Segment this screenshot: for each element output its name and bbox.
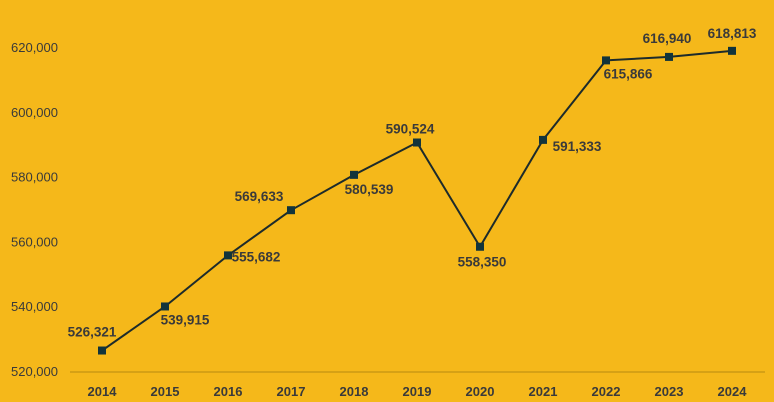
series-line bbox=[98, 46, 736, 355]
data-label: 569,633 bbox=[235, 189, 284, 204]
series-line-path bbox=[101, 49, 733, 352]
data-label: 555,682 bbox=[232, 249, 281, 264]
data-label: 618,813 bbox=[708, 26, 757, 41]
data-point-marker bbox=[602, 56, 610, 65]
data-point-marker bbox=[224, 251, 232, 260]
y-tick-label: 620,000 bbox=[11, 40, 58, 55]
data-point-marker bbox=[539, 135, 547, 144]
data-label: 526,321 bbox=[68, 325, 117, 340]
x-tick-label: 2021 bbox=[529, 384, 558, 399]
data-labels: 526,321 539,915 555,682 569,633 580,539 590,5… bbox=[68, 26, 757, 340]
data-point-marker bbox=[98, 346, 106, 355]
data-label: 558,350 bbox=[458, 255, 507, 270]
data-point-marker bbox=[287, 206, 295, 215]
data-label: 591,333 bbox=[553, 139, 602, 154]
data-point-marker bbox=[413, 138, 421, 147]
y-tick-label: 560,000 bbox=[11, 234, 58, 249]
data-label: 616,940 bbox=[643, 31, 692, 46]
x-tick-label: 2019 bbox=[403, 384, 432, 399]
y-tick-label: 540,000 bbox=[11, 299, 58, 314]
data-point-marker bbox=[476, 242, 484, 251]
data-label: 590,524 bbox=[386, 122, 435, 137]
x-tick-label: 2020 bbox=[466, 384, 495, 399]
data-point-marker bbox=[350, 170, 358, 179]
x-tick-label: 2017 bbox=[277, 384, 306, 399]
y-tick-label: 580,000 bbox=[11, 170, 58, 185]
x-tick-label: 2023 bbox=[655, 384, 684, 399]
y-tick-label: 600,000 bbox=[11, 105, 58, 120]
x-tick-label: 2015 bbox=[151, 384, 180, 399]
x-axis: 2014 2015 2016 2017 2018 2019 2020 2021 2022 2023… bbox=[70, 371, 765, 399]
x-tick-label: 2018 bbox=[340, 384, 369, 399]
data-point-marker bbox=[665, 52, 673, 61]
data-label: 615,866 bbox=[604, 66, 653, 81]
y-tick-label: 520,000 bbox=[11, 364, 58, 379]
x-tick-label: 2024 bbox=[718, 384, 748, 399]
data-label: 539,915 bbox=[161, 312, 210, 327]
x-tick-label: 2022 bbox=[592, 384, 621, 399]
data-label: 580,539 bbox=[345, 182, 394, 197]
y-axis: 520,000 540,000 560,000 580,000 600,000 620,0… bbox=[11, 40, 58, 379]
x-tick-label: 2016 bbox=[214, 384, 243, 399]
data-point-marker bbox=[728, 46, 736, 55]
x-tick-label: 2014 bbox=[88, 384, 118, 399]
data-point-marker bbox=[161, 302, 169, 311]
